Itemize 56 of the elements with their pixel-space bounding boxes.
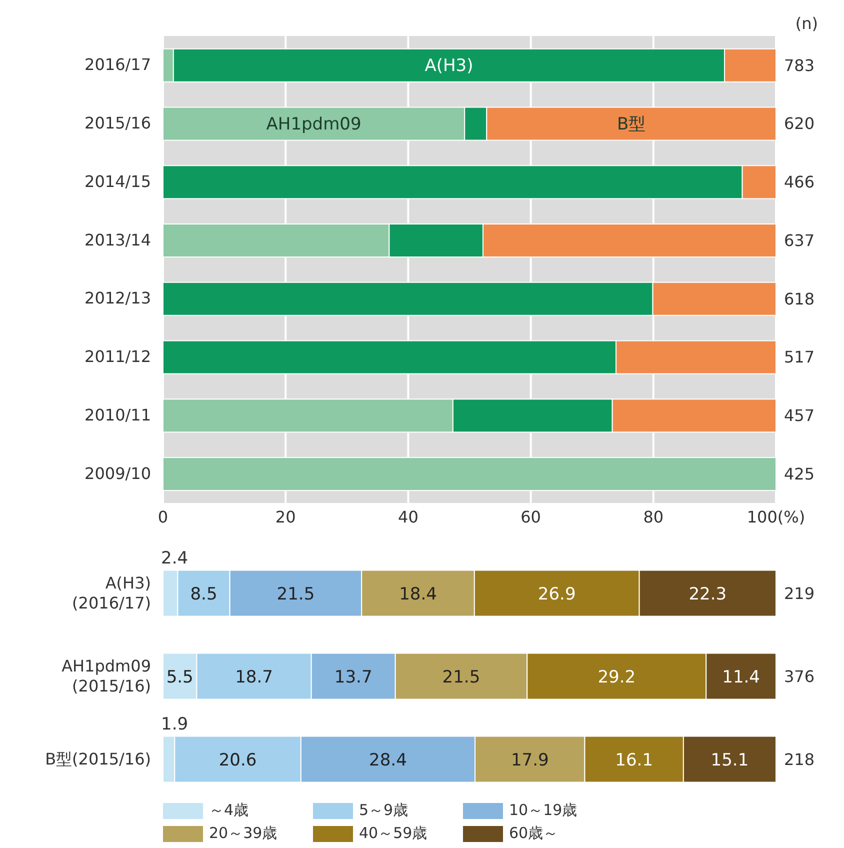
data-label: 16.1 bbox=[615, 750, 654, 770]
y-tick-label: 2015/16 bbox=[84, 114, 151, 133]
legend-label: 60歳～ bbox=[508, 824, 560, 843]
text: (n) bbox=[795, 14, 818, 33]
x-tick-label: 20 bbox=[275, 507, 296, 526]
data-label: 18.4 bbox=[399, 584, 437, 604]
x-tick-label: 60 bbox=[520, 507, 541, 526]
data-label: 26.9 bbox=[538, 584, 576, 604]
y-tick-label: A(H3) (2016/17) bbox=[72, 574, 151, 612]
data-label: 13.7 bbox=[334, 667, 372, 688]
y-tick-label: B型(2015/16) bbox=[45, 750, 151, 768]
legend-label: 5～9歳 bbox=[358, 801, 410, 820]
text: 620 bbox=[784, 114, 815, 134]
series-label: A(H3) bbox=[424, 56, 474, 76]
legend-label: 10～19歳 bbox=[508, 801, 578, 820]
data-label: 15.1 bbox=[710, 750, 749, 770]
text: 425 bbox=[784, 464, 815, 484]
data-label: 29.2 bbox=[598, 667, 636, 688]
x-tick-label: 40 bbox=[398, 507, 418, 526]
y-tick-label: 2009/10 bbox=[84, 464, 151, 483]
text: 637 bbox=[784, 230, 815, 250]
data-label: 18.7 bbox=[235, 667, 273, 688]
data-label: 20.6 bbox=[218, 750, 257, 770]
series-label: AH1pdm09 bbox=[266, 114, 362, 135]
data-label: 21.5 bbox=[276, 584, 315, 604]
text: 219 bbox=[784, 584, 815, 604]
y-tick-label: 2011/12 bbox=[84, 347, 151, 366]
data-label: 2.4 bbox=[161, 548, 188, 568]
data-label: 28.4 bbox=[369, 750, 407, 770]
text: 618 bbox=[784, 289, 815, 308]
text: 517 bbox=[784, 348, 815, 367]
legend-label: 40～59歳 bbox=[358, 824, 428, 843]
data-label: 22.3 bbox=[688, 584, 727, 604]
data-label: 8.5 bbox=[190, 584, 218, 604]
y-tick-label: 2013/14 bbox=[84, 230, 151, 250]
text: 466 bbox=[784, 172, 815, 192]
y-tick-label: 2010/11 bbox=[84, 405, 151, 424]
legend-label: 20～39歳 bbox=[208, 824, 278, 843]
y-tick-label: 2012/13 bbox=[84, 288, 151, 308]
y-tick-label: 2014/15 bbox=[84, 172, 151, 191]
legend-label: ～4歳 bbox=[208, 801, 250, 820]
text: 457 bbox=[784, 406, 815, 426]
data-label: 11.4 bbox=[722, 667, 760, 688]
series-label: B型 bbox=[616, 114, 646, 135]
y-tick-label: 2016/17 bbox=[84, 55, 151, 74]
x-tick-label: 80 bbox=[643, 507, 664, 526]
data-label: 17.9 bbox=[510, 750, 549, 770]
y-tick-label: AH1pdm09 (2015/16) bbox=[62, 656, 151, 696]
text: 783 bbox=[784, 56, 815, 75]
data-label: 1.9 bbox=[161, 714, 188, 734]
data-label: 5.5 bbox=[166, 667, 194, 688]
x-tick-label: 0 bbox=[158, 507, 168, 526]
data-label: 21.5 bbox=[442, 667, 480, 688]
x-tick-label: 100(%) bbox=[746, 507, 806, 526]
text: 376 bbox=[784, 667, 815, 686]
text: 218 bbox=[784, 750, 815, 770]
